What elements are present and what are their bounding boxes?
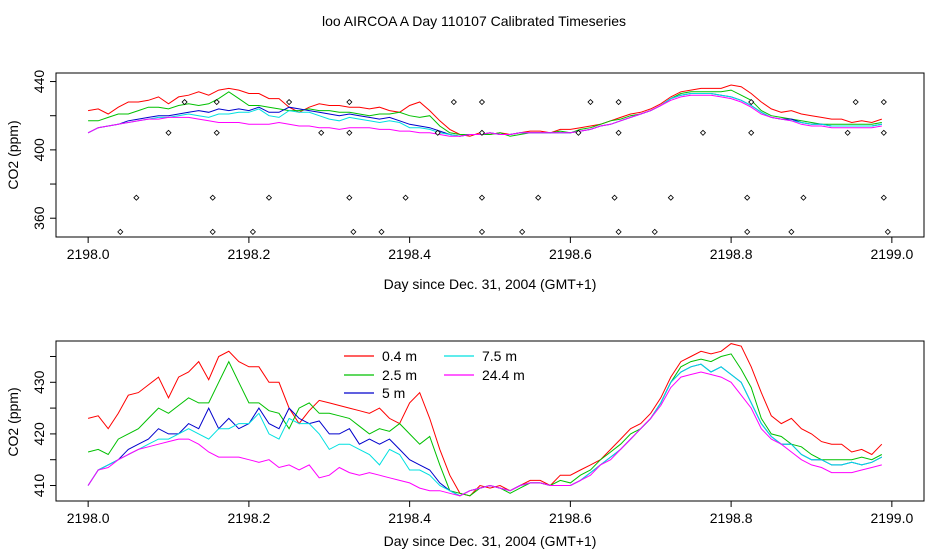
bottom-y-axis-label: CO2 (ppm): [5, 387, 21, 456]
legend-label-5-m: 5 m: [382, 385, 405, 401]
top-data-point: [748, 98, 755, 106]
top-data-point: [651, 228, 658, 235]
top-y-tick-label: 360: [31, 206, 47, 230]
top-x-tick-label: 2198.2: [227, 246, 270, 262]
top-y-axis-label: CO2 (ppm): [5, 120, 21, 189]
top-axes: 2198.0 2198.2 2198.4 2198.6 2198.8 2199.0 360 4…: [31, 70, 913, 262]
top-data-point: [615, 98, 622, 106]
top-series-lines: [87, 84, 882, 137]
top-data-point: [788, 228, 795, 235]
top-data-point: [346, 129, 353, 136]
top-data-point: [844, 129, 851, 136]
bottom-plot-frame: [55, 340, 925, 502]
bottom-x-tick-label: 2199.0: [870, 510, 913, 526]
bottom-x-tick-label: 2198.6: [549, 510, 592, 526]
bottom-panel: 2198.0 2198.2 2198.4 2198.6 2198.8 2199.0 410 4…: [5, 340, 925, 549]
top-data-point: [880, 129, 887, 136]
legend-label-24-4-m: 24.4 m: [482, 367, 525, 383]
top-data-point: [265, 194, 273, 201]
top-data-point: [478, 194, 486, 201]
bottom-x-tick-label: 2198.2: [227, 510, 270, 526]
top-y-tick-label: 400: [31, 138, 47, 162]
top-series-0-4-m-line: [88, 84, 882, 137]
top-data-point: [699, 129, 707, 136]
top-x-tick-label: 2198.4: [388, 246, 431, 262]
bottom-series-24-4-m-line: [87, 371, 882, 497]
top-data-point: [852, 98, 859, 106]
top-panel: 2198.0 2198.2 2198.4 2198.6 2198.8 2199.0 360 4…: [5, 70, 925, 292]
top-x-axis-label: Day since Dec. 31, 2004 (GMT+1): [384, 276, 597, 292]
top-data-point: [318, 129, 325, 136]
top-data-point: [587, 98, 594, 106]
top-data-point: [478, 129, 486, 136]
top-x-tick-label: 2198.6: [549, 246, 592, 262]
top-data-point: [209, 228, 216, 235]
top-data-point: [800, 194, 807, 201]
bottom-x-axis-label: Day since Dec. 31, 2004 (GMT+1): [384, 533, 597, 549]
top-data-point: [434, 129, 441, 136]
bottom-y-tick-label: 430: [31, 370, 47, 394]
top-data-point: [213, 129, 220, 136]
bottom-x-tick-label: 2198.8: [710, 510, 753, 526]
top-data-point: [346, 98, 353, 106]
top-data-point: [519, 228, 526, 235]
top-x-tick-label: 2199.0: [870, 246, 913, 262]
top-data-point: [615, 228, 622, 235]
bottom-x-tick-label: 2198.0: [67, 510, 110, 526]
bottom-y-tick-label: 420: [31, 422, 47, 446]
top-data-point: [181, 98, 188, 106]
top-data-point: [450, 98, 457, 106]
legend: 0.4 m 2.5 m 5 m 7.5 m 24.4 m: [344, 348, 525, 401]
top-series-2-5-m-line: [88, 89, 882, 137]
top-plot-frame: [55, 72, 925, 238]
top-x-tick-label: 2198.8: [710, 246, 753, 262]
bottom-axes: 2198.0 2198.2 2198.4 2198.6 2198.8 2199.0 410 4…: [31, 355, 913, 526]
bottom-x-tick-label: 2198.4: [388, 510, 431, 526]
legend-label-7-5-m: 7.5 m: [482, 348, 517, 364]
top-data-point: [213, 98, 220, 106]
bottom-series-lines: [87, 343, 883, 497]
legend-label-2-5-m: 2.5 m: [382, 367, 417, 383]
top-data-point: [880, 194, 887, 201]
top-data-point: [744, 228, 751, 235]
top-data-point: [402, 194, 409, 201]
top-data-point: [209, 194, 216, 201]
top-series-24-4-m-line: [87, 94, 882, 137]
top-data-point: [478, 228, 486, 235]
top-data-point: [346, 194, 353, 201]
top-data-point: [884, 228, 891, 235]
top-data-point: [165, 129, 172, 136]
top-data-point: [535, 194, 542, 201]
legend-label-0-4-m: 0.4 m: [382, 348, 417, 364]
top-y-tick-label: 440: [31, 70, 47, 94]
top-data-point: [286, 98, 293, 106]
top-data-point: [133, 194, 140, 201]
top-data-point: [350, 228, 357, 235]
top-data-point: [575, 129, 582, 136]
top-data-point: [378, 228, 385, 235]
top-data-point: [117, 228, 124, 235]
top-data-point: [744, 194, 751, 201]
top-data-point: [748, 129, 755, 136]
top-data-point: [615, 129, 622, 136]
top-data-point: [880, 98, 887, 106]
chart-title: loo AIRCOA A Day 110107 Calibrated Times…: [322, 13, 626, 29]
top-data-point: [667, 194, 674, 201]
top-data-point: [611, 194, 618, 201]
bottom-y-tick-label: 410: [31, 474, 47, 498]
top-data-point: [249, 228, 256, 235]
top-data-points: [117, 98, 891, 235]
top-x-tick-label: 2198.0: [67, 246, 110, 262]
top-data-point: [478, 98, 486, 106]
